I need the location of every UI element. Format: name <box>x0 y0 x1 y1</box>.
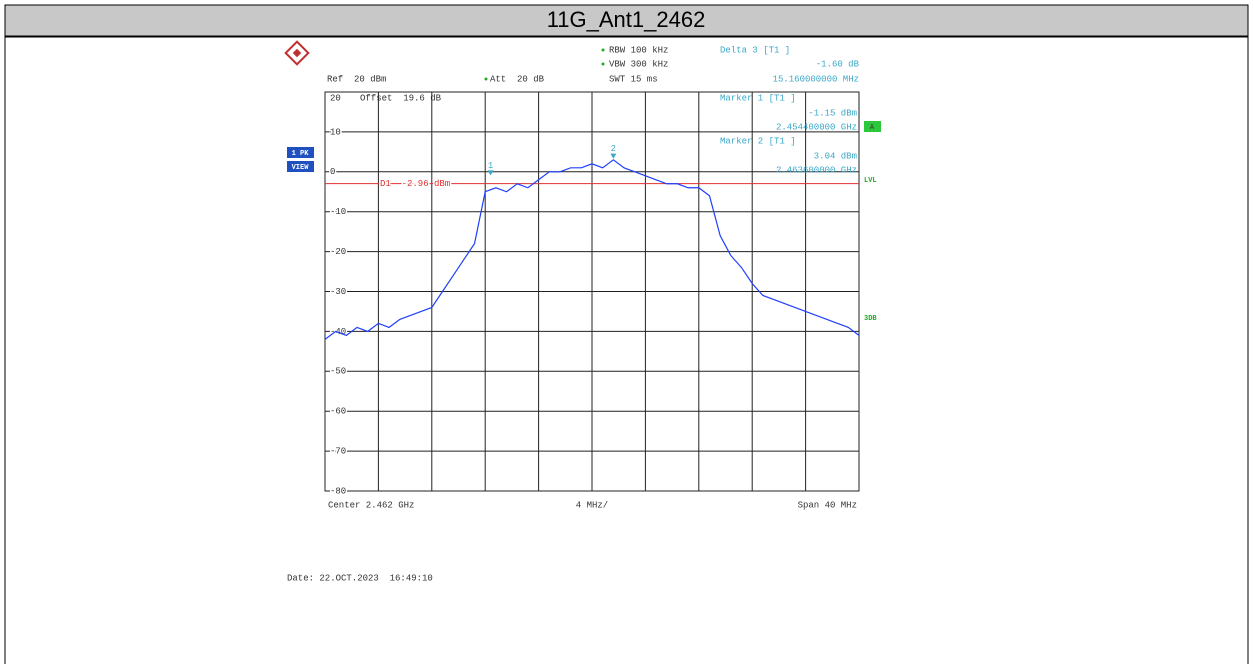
y-tick-label: 10 <box>330 127 341 137</box>
date: Date: 22.OCT.2023 16:49:10 <box>287 573 433 583</box>
y-tick-label: -30 <box>330 287 346 297</box>
y-tick-label: -20 <box>330 247 346 257</box>
page-title: 11G_Ant1_2462 <box>547 7 706 32</box>
per-div: 4 MHz/ <box>576 500 608 510</box>
logo <box>284 40 310 66</box>
marker-level: 3.04 dBm <box>814 151 857 161</box>
flag <box>484 77 488 81</box>
a-box <box>864 121 881 132</box>
marker-name: 2 <box>611 144 616 154</box>
delta-freq: 15.160000000 MHz <box>773 74 859 84</box>
header-bar <box>4 4 1249 37</box>
trace-box <box>287 147 314 158</box>
delta-title: Delta 3 [T1 ] <box>720 45 790 55</box>
display-line-label: D1 -2.96 dBm <box>380 179 450 189</box>
marker-freq: 2.463600000 GHz <box>776 165 857 175</box>
y-tick-label: -60 <box>330 407 346 417</box>
db-label: 3DB <box>864 315 877 323</box>
view-label: VIEW <box>292 164 310 172</box>
marker-freq: 2.454400000 GHz <box>776 122 857 132</box>
marker-level: -1.15 dBm <box>808 108 857 118</box>
ref: Ref 20 dBm <box>327 74 386 84</box>
marker-title: Marker 1 [T1 ] <box>720 93 796 103</box>
vbw: VBW 300 kHz <box>609 59 668 69</box>
center: Center 2.462 GHz <box>328 500 414 510</box>
marker <box>610 153 617 159</box>
span: Span 40 MHz <box>798 500 857 510</box>
marker-name: 1 <box>488 161 493 171</box>
delta-level: -1.60 dB <box>816 59 860 69</box>
view-box <box>287 161 314 172</box>
marker <box>487 170 494 176</box>
swt: SWT 15 ms <box>609 74 658 84</box>
y-tick-label: -50 <box>330 367 346 377</box>
offset: Offset 19.6 dB <box>360 93 442 103</box>
lvl-label: LVL <box>864 177 877 185</box>
y-tick-label: 20 <box>330 93 341 103</box>
a-label: A <box>870 124 875 132</box>
marker-title: Marker 2 [T1 ] <box>720 136 796 146</box>
y-tick-label: -10 <box>330 207 346 217</box>
y-tick-label: 0 <box>330 167 335 177</box>
rbw: RBW 100 kHz <box>609 45 668 55</box>
trace <box>324 159 860 340</box>
y-tick-label: -80 <box>330 486 346 496</box>
att: Att 20 dB <box>490 74 545 84</box>
y-tick-label: -70 <box>330 446 346 456</box>
flag <box>601 62 605 66</box>
trace-label: 1 PK <box>292 150 310 158</box>
flag <box>601 48 605 52</box>
